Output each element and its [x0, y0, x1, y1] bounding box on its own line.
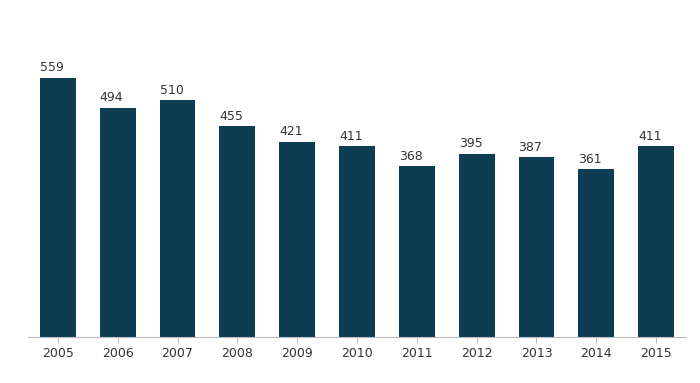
- Text: 361: 361: [578, 153, 602, 166]
- Text: 421: 421: [279, 125, 303, 138]
- Bar: [219, 126, 256, 337]
- Text: 387: 387: [519, 141, 543, 154]
- Bar: [279, 142, 315, 337]
- Text: 455: 455: [219, 110, 244, 123]
- Bar: [339, 146, 375, 337]
- Text: 510: 510: [160, 84, 183, 97]
- Bar: [638, 146, 674, 337]
- Bar: [519, 157, 554, 337]
- Text: 368: 368: [399, 150, 423, 163]
- Text: 494: 494: [100, 92, 123, 105]
- Text: 559: 559: [40, 61, 64, 74]
- Bar: [458, 154, 495, 337]
- Bar: [160, 100, 195, 337]
- Bar: [40, 77, 76, 337]
- Text: 411: 411: [638, 130, 661, 143]
- Bar: [100, 108, 136, 337]
- Bar: [578, 169, 614, 337]
- Text: 411: 411: [339, 130, 363, 143]
- Bar: [399, 166, 435, 337]
- Text: 395: 395: [458, 137, 482, 151]
